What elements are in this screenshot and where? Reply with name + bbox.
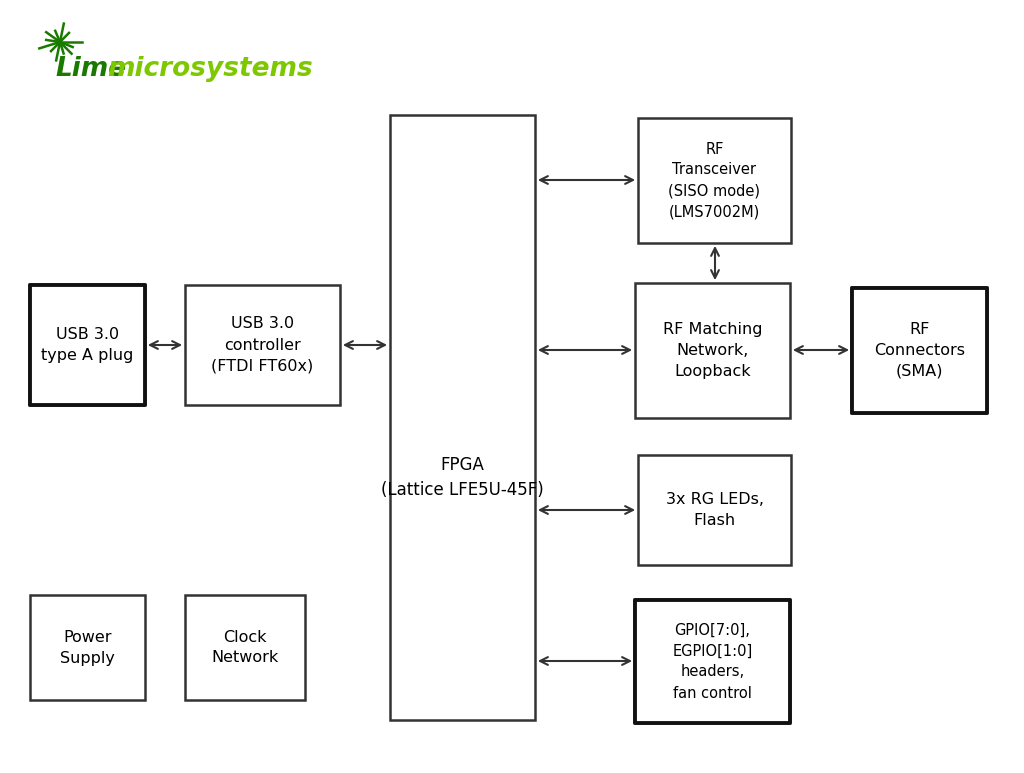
Text: USB 3.0
controller
(FTDI FT60x): USB 3.0 controller (FTDI FT60x)	[211, 316, 313, 373]
Text: GPIO[7:0],
EGPIO[1:0]
headers,
fan control: GPIO[7:0], EGPIO[1:0] headers, fan contr…	[673, 622, 753, 700]
Text: Clock
Network: Clock Network	[211, 629, 279, 666]
FancyBboxPatch shape	[185, 285, 340, 405]
Text: FPGA
(Lattice LFE5U-45F): FPGA (Lattice LFE5U-45F)	[381, 456, 544, 499]
FancyBboxPatch shape	[635, 600, 791, 723]
FancyBboxPatch shape	[390, 115, 535, 720]
FancyBboxPatch shape	[635, 283, 790, 418]
Text: microsystems: microsystems	[106, 56, 312, 82]
Text: Lime: Lime	[55, 56, 126, 82]
FancyBboxPatch shape	[30, 285, 145, 405]
Text: RF Matching
Network,
Loopback: RF Matching Network, Loopback	[663, 322, 762, 379]
Text: 3x RG LEDs,
Flash: 3x RG LEDs, Flash	[666, 492, 764, 528]
FancyBboxPatch shape	[638, 455, 791, 565]
Text: Power
Supply: Power Supply	[60, 629, 115, 666]
FancyBboxPatch shape	[638, 118, 791, 243]
FancyBboxPatch shape	[185, 595, 305, 700]
Text: RF
Connectors
(SMA): RF Connectors (SMA)	[874, 322, 965, 379]
FancyBboxPatch shape	[852, 288, 987, 413]
FancyBboxPatch shape	[30, 595, 145, 700]
Text: RF
Transceiver
(SISO mode)
(LMS7002M): RF Transceiver (SISO mode) (LMS7002M)	[669, 141, 761, 220]
Text: USB 3.0
type A plug: USB 3.0 type A plug	[41, 327, 134, 363]
